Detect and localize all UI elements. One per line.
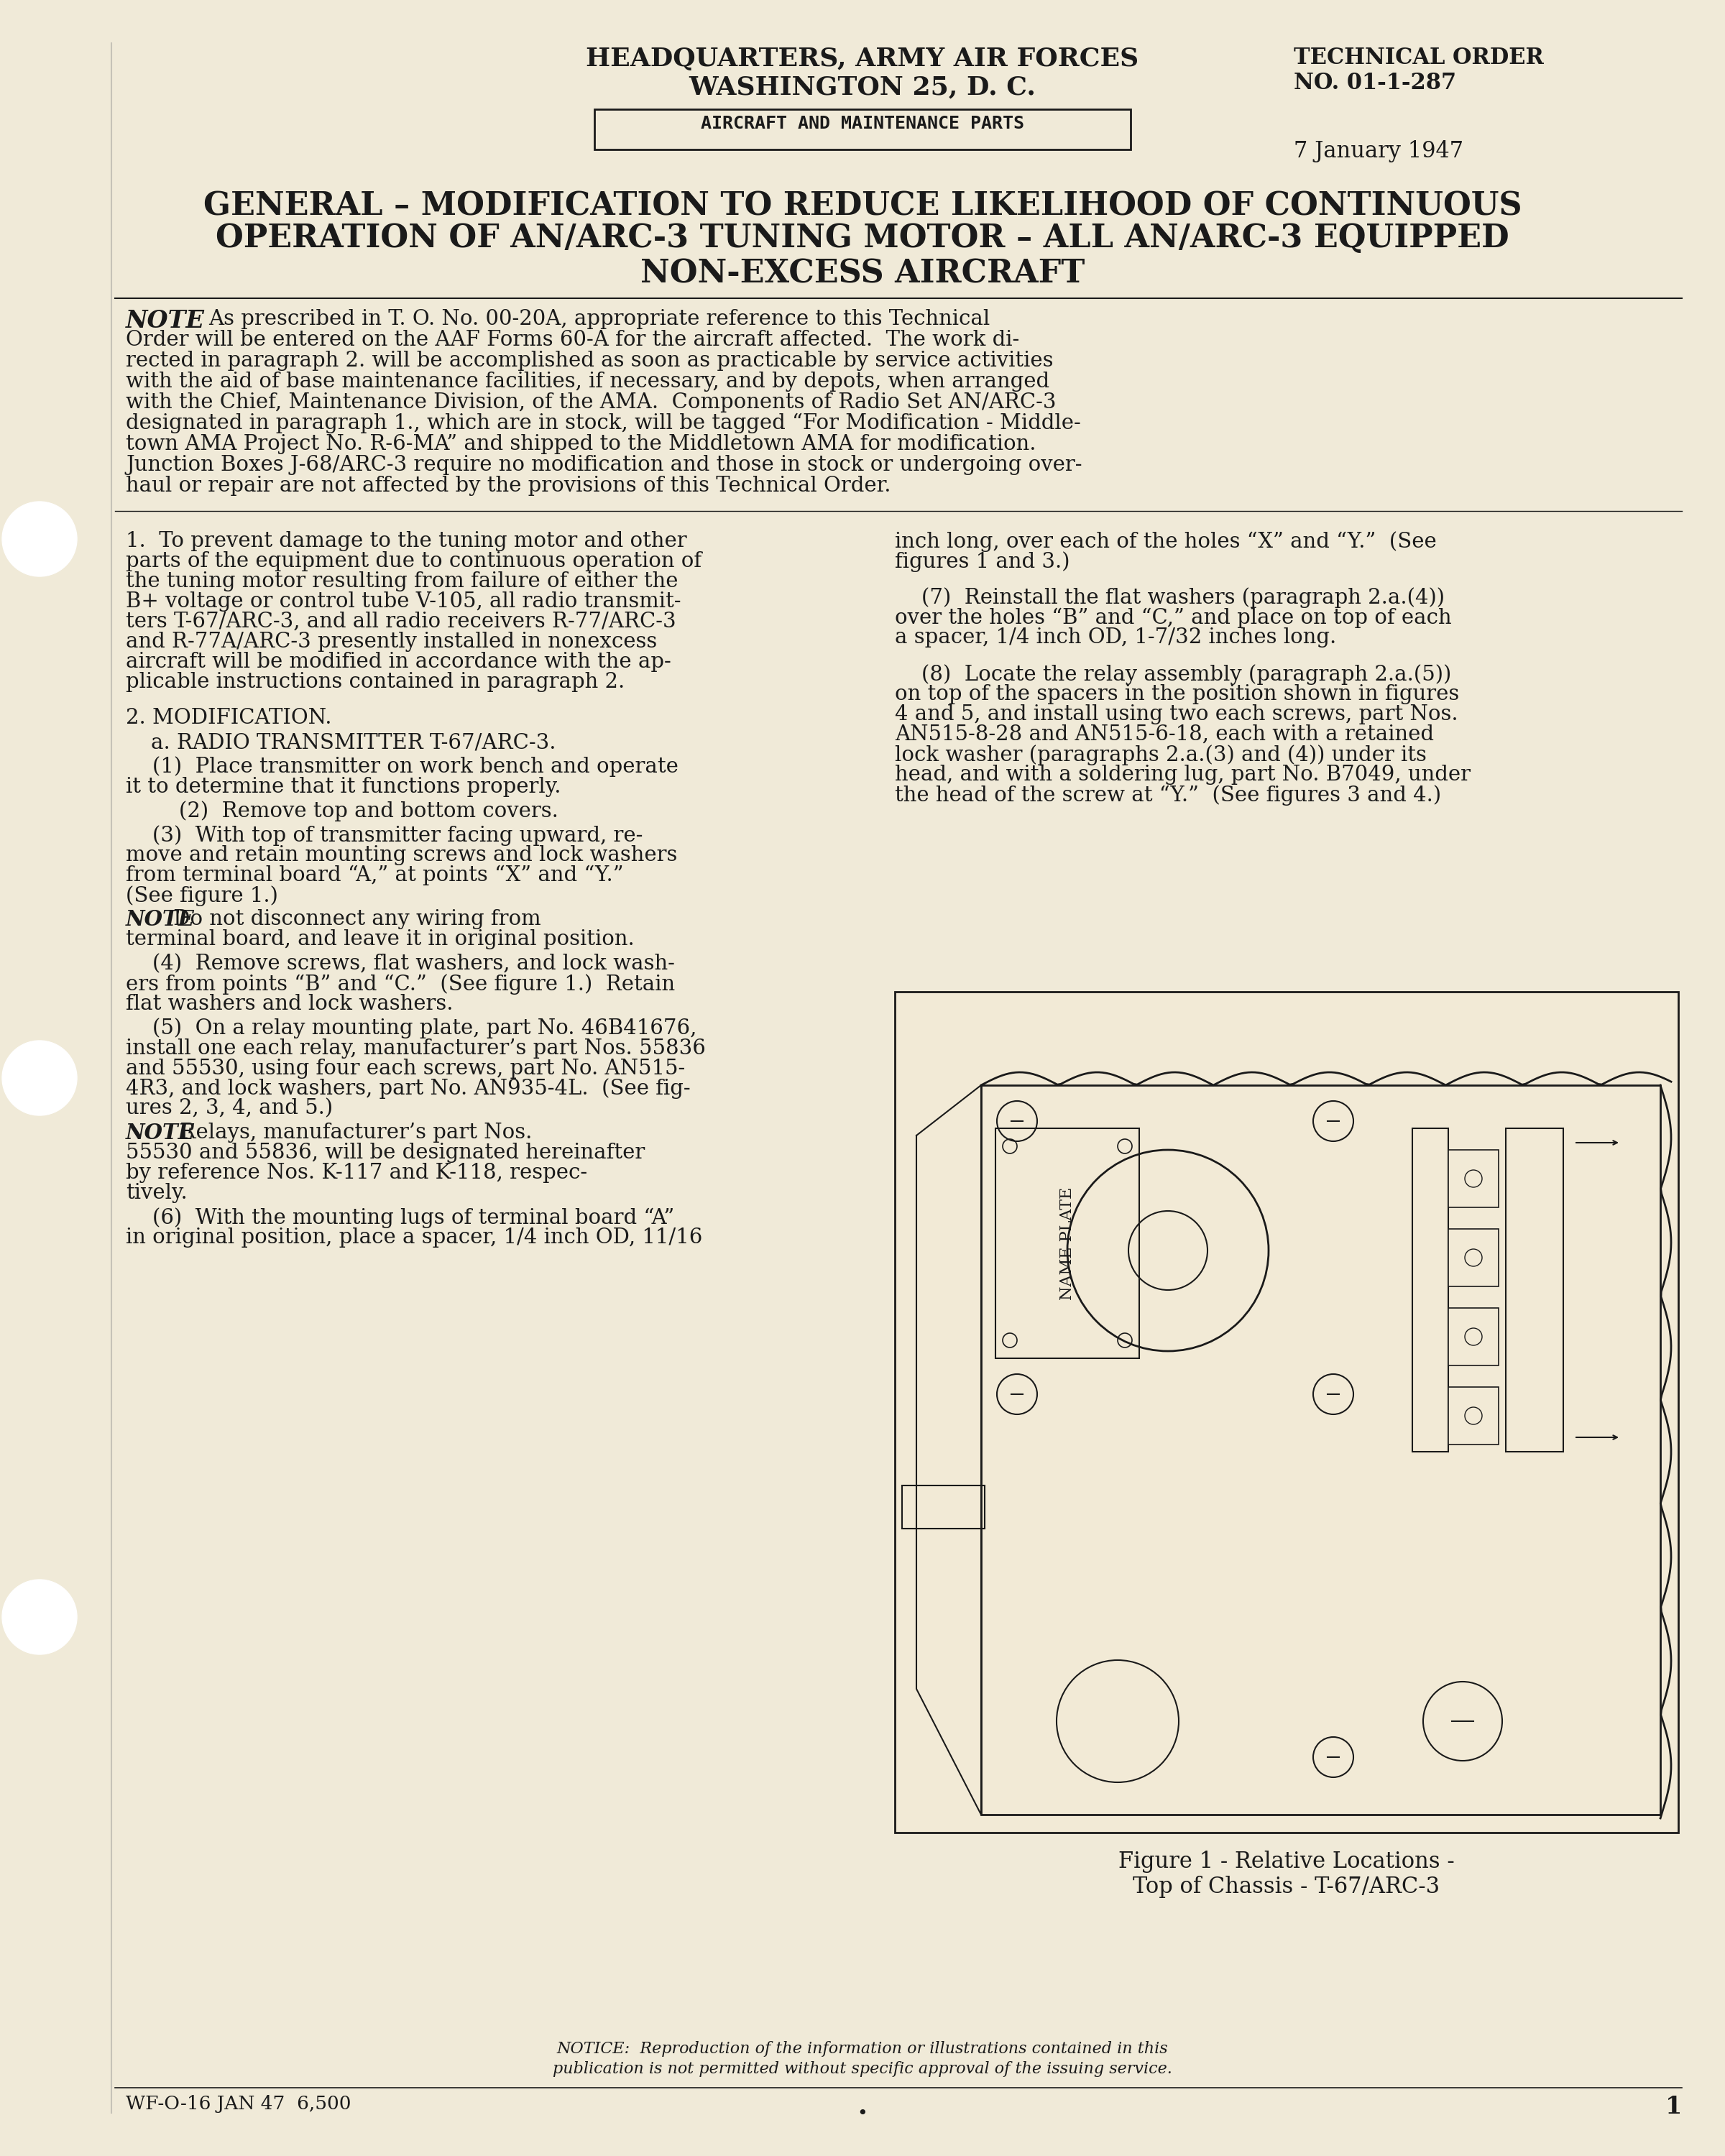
Text: NAME PLATE: NAME PLATE: [1059, 1186, 1075, 1300]
Text: Do not disconnect any wiring from: Do not disconnect any wiring from: [167, 910, 542, 929]
Text: B: B: [1359, 1104, 1373, 1123]
Text: B+ voltage or control tube V-105, all radio transmit-: B+ voltage or control tube V-105, all ra…: [126, 591, 681, 612]
Text: TECHNICAL ORDER: TECHNICAL ORDER: [1294, 47, 1544, 69]
Text: designated in paragraph 1., which are in stock, will be tagged “For Modification: designated in paragraph 1., which are in…: [126, 414, 1082, 433]
Text: 1: 1: [1665, 2096, 1682, 2119]
Text: lock washer (paragraphs 2.a.(3) and (4)) under its: lock washer (paragraphs 2.a.(3) and (4))…: [895, 744, 1427, 765]
Text: (5)  On a relay mounting plate, part No. 46B41676,: (5) On a relay mounting plate, part No. …: [126, 1018, 697, 1039]
Text: AIRCRAFT AND MAINTENANCE PARTS: AIRCRAFT AND MAINTENANCE PARTS: [700, 114, 1025, 132]
Text: Figure 1 - Relative Locations -: Figure 1 - Relative Locations -: [1118, 1850, 1454, 1874]
Text: town AMA Project No. R-6-MA” and shipped to the Middletown AMA for modification.: town AMA Project No. R-6-MA” and shipped…: [126, 433, 1037, 455]
Text: NOTE: NOTE: [126, 910, 195, 929]
Text: AN515-8-28 and AN515-6-18, each with a retained: AN515-8-28 and AN515-6-18, each with a r…: [895, 724, 1433, 744]
FancyBboxPatch shape: [595, 110, 1130, 149]
Text: MOTOR: MOTOR: [1132, 1248, 1204, 1263]
Text: 7 January 1947: 7 January 1947: [1294, 140, 1463, 162]
Bar: [1506, 1128, 1563, 1451]
Text: haul or repair are not affected by the provisions of this Technical Order.: haul or repair are not affected by the p…: [126, 476, 890, 496]
Text: over the holes “B” and “C,” and place on top of each: over the holes “B” and “C,” and place on…: [895, 608, 1452, 627]
Bar: [895, 992, 1678, 1833]
Text: (8)  Locate the relay assembly (paragraph 2.a.(5)): (8) Locate the relay assembly (paragraph…: [895, 664, 1451, 686]
Text: parts of the equipment due to continuous operation of: parts of the equipment due to continuous…: [126, 552, 702, 571]
Text: and 55530, using four each screws, part No. AN515-: and 55530, using four each screws, part …: [126, 1059, 685, 1078]
Text: 2. MODIFICATION.: 2. MODIFICATION.: [126, 707, 331, 729]
Text: a spacer, 1/4 inch OD, 1-7/32 inches long.: a spacer, 1/4 inch OD, 1-7/32 inches lon…: [895, 627, 1337, 647]
Text: from terminal board “A,” at points “X” and “Y.”: from terminal board “A,” at points “X” a…: [126, 865, 624, 886]
Text: A: A: [1642, 1121, 1656, 1141]
Text: and R-77A/ARC-3 presently installed in nonexcess: and R-77A/ARC-3 presently installed in n…: [126, 632, 657, 651]
Circle shape: [2, 1580, 78, 1654]
Bar: [1449, 1229, 1499, 1287]
Bar: [1449, 1149, 1499, 1207]
Text: rected in paragraph 2. will be accomplished as soon as practicable by service ac: rected in paragraph 2. will be accomplis…: [126, 351, 1054, 371]
Text: Order will be entered on the AAF Forms 60-A for the aircraft affected.  The work: Order will be entered on the AAF Forms 6…: [126, 330, 1019, 349]
Bar: [982, 1084, 1659, 1815]
Text: Relays, manufacturer’s part Nos.: Relays, manufacturer’s part Nos.: [167, 1123, 531, 1143]
Text: (1)  Place transmitter on work bench and operate: (1) Place transmitter on work bench and …: [126, 757, 678, 776]
Text: (See figure 1.): (See figure 1.): [126, 886, 278, 906]
Text: X: X: [1625, 1136, 1639, 1156]
Text: NOTE: NOTE: [126, 308, 205, 332]
Text: figures 1 and 3.): figures 1 and 3.): [895, 552, 1070, 571]
Text: WF-O-16 JAN 47  6,500: WF-O-16 JAN 47 6,500: [126, 2096, 352, 2113]
Text: in original position, place a spacer, 1/4 inch OD, 11/16: in original position, place a spacer, 1/…: [126, 1227, 702, 1248]
Text: tively.: tively.: [126, 1184, 188, 1203]
Text: 1.  To prevent damage to the tuning motor and other: 1. To prevent damage to the tuning motor…: [126, 530, 687, 552]
Bar: [1413, 1128, 1449, 1451]
Text: GENERAL – MODIFICATION TO REDUCE LIKELIHOOD OF CONTINUOUS: GENERAL – MODIFICATION TO REDUCE LIKELIH…: [204, 190, 1521, 222]
Text: with the Chief, Maintenance Division, of the AMA.  Components of Radio Set AN/AR: with the Chief, Maintenance Division, of…: [126, 392, 1056, 412]
Text: aircraft will be modified in accordance with the ap-: aircraft will be modified in accordance …: [126, 651, 671, 673]
Text: HEADQUARTERS, ARMY AIR FORCES: HEADQUARTERS, ARMY AIR FORCES: [587, 47, 1138, 71]
Text: plicable instructions contained in paragraph 2.: plicable instructions contained in parag…: [126, 673, 624, 692]
Text: the head of the screw at “Y.”  (See figures 3 and 4.): the head of the screw at “Y.” (See figur…: [895, 785, 1440, 806]
Text: (3)  With top of transmitter facing upward, re-: (3) With top of transmitter facing upwar…: [126, 826, 643, 845]
Circle shape: [2, 502, 78, 576]
Bar: [902, 1485, 985, 1529]
Text: •: •: [857, 2106, 868, 2122]
Text: head, and with a soldering lug, part No. B7049, under: head, and with a soldering lug, part No.…: [895, 765, 1470, 785]
Text: inch long, over each of the holes “X” and “Y.”  (See: inch long, over each of the holes “X” an…: [895, 530, 1437, 552]
Text: 4 and 5, and install using two each screws, part Nos.: 4 and 5, and install using two each scre…: [895, 705, 1458, 724]
Text: flat washers and lock washers.: flat washers and lock washers.: [126, 994, 454, 1013]
Text: on top of the spacers in the position shown in figures: on top of the spacers in the position sh…: [895, 683, 1459, 705]
Text: 4R3, and lock washers, part No. AN935-4L.  (See fig-: 4R3, and lock washers, part No. AN935-4L…: [126, 1078, 690, 1100]
Text: (7)  Reinstall the flat washers (paragraph 2.a.(4)): (7) Reinstall the flat washers (paragrap…: [895, 586, 1446, 608]
Text: Junction Boxes J-68/ARC-3 require no modification and those in stock or undergoi: Junction Boxes J-68/ARC-3 require no mod…: [126, 455, 1082, 474]
Text: TUNING: TUNING: [1128, 1229, 1208, 1246]
Text: Top of Chassis - T-67/ARC-3: Top of Chassis - T-67/ARC-3: [1133, 1876, 1440, 1897]
Text: NO. 01-1-287: NO. 01-1-287: [1294, 71, 1456, 95]
Text: ures 2, 3, 4, and 5.): ures 2, 3, 4, and 5.): [126, 1100, 333, 1119]
Text: NON-EXCESS AIRCRAFT: NON-EXCESS AIRCRAFT: [640, 259, 1085, 289]
Text: by reference Nos. K-117 and K-118, respec-: by reference Nos. K-117 and K-118, respe…: [126, 1162, 586, 1184]
Text: publication is not permitted without specific approval of the issuing service.: publication is not permitted without spe…: [552, 2061, 1173, 2076]
Text: OPERATION OF AN/ARC-3 TUNING MOTOR – ALL AN/ARC-3 EQUIPPED: OPERATION OF AN/ARC-3 TUNING MOTOR – ALL…: [216, 222, 1509, 254]
Text: it to determine that it functions properly.: it to determine that it functions proper…: [126, 776, 561, 798]
Text: NOTICE:  Reproduction of the information or illustrations contained in this: NOTICE: Reproduction of the information …: [557, 2042, 1168, 2057]
Text: NOTE: NOTE: [126, 1123, 195, 1143]
Text: As prescribed in T. O. No. 00-20A, appropriate reference to this Technical: As prescribed in T. O. No. 00-20A, appro…: [209, 308, 990, 330]
Text: with the aid of base maintenance facilities, if necessary, and by depots, when a: with the aid of base maintenance facilit…: [126, 371, 1049, 392]
Text: (4)  Remove screws, flat washers, and lock wash-: (4) Remove screws, flat washers, and loc…: [126, 953, 674, 975]
Text: WASHINGTON 25, D. C.: WASHINGTON 25, D. C.: [688, 75, 1037, 99]
Text: Y: Y: [1625, 1429, 1637, 1449]
Text: (2)  Remove top and bottom covers.: (2) Remove top and bottom covers.: [126, 800, 559, 821]
Circle shape: [2, 1041, 78, 1115]
Text: terminal board, and leave it in original position.: terminal board, and leave it in original…: [126, 929, 635, 949]
Text: C: C: [1359, 1384, 1373, 1404]
Bar: [995, 1128, 1139, 1358]
Bar: [1449, 1309, 1499, 1365]
Text: install one each relay, manufacturer’s part Nos. 55836: install one each relay, manufacturer’s p…: [126, 1039, 706, 1059]
Text: C - 145: C - 145: [1087, 1712, 1149, 1729]
Text: 55530 and 55836, will be designated hereinafter: 55530 and 55836, will be designated here…: [126, 1143, 645, 1162]
Text: a. RADIO TRANSMITTER T-67/ARC-3.: a. RADIO TRANSMITTER T-67/ARC-3.: [152, 733, 555, 752]
Bar: [1449, 1386, 1499, 1445]
Text: move and retain mounting screws and lock washers: move and retain mounting screws and lock…: [126, 845, 678, 865]
Text: (6)  With the mounting lugs of terminal board “A”: (6) With the mounting lugs of terminal b…: [126, 1207, 674, 1229]
Text: the tuning motor resulting from failure of either the: the tuning motor resulting from failure …: [126, 571, 678, 591]
Text: ers from points “B” and “C.”  (See figure 1.)  Retain: ers from points “B” and “C.” (See figure…: [126, 975, 674, 994]
Text: D: D: [926, 1492, 942, 1511]
Text: ters T-67/ARC-3, and all radio receivers R-77/ARC-3: ters T-67/ARC-3, and all radio receivers…: [126, 612, 676, 632]
